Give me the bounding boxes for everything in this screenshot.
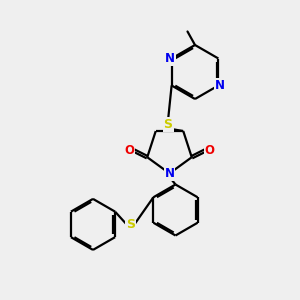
Text: O: O — [124, 144, 134, 157]
Text: O: O — [205, 144, 214, 157]
Text: S: S — [126, 218, 135, 231]
Text: N: N — [215, 79, 225, 92]
Text: N: N — [164, 167, 175, 180]
Text: N: N — [165, 52, 175, 65]
Text: S: S — [164, 118, 172, 131]
